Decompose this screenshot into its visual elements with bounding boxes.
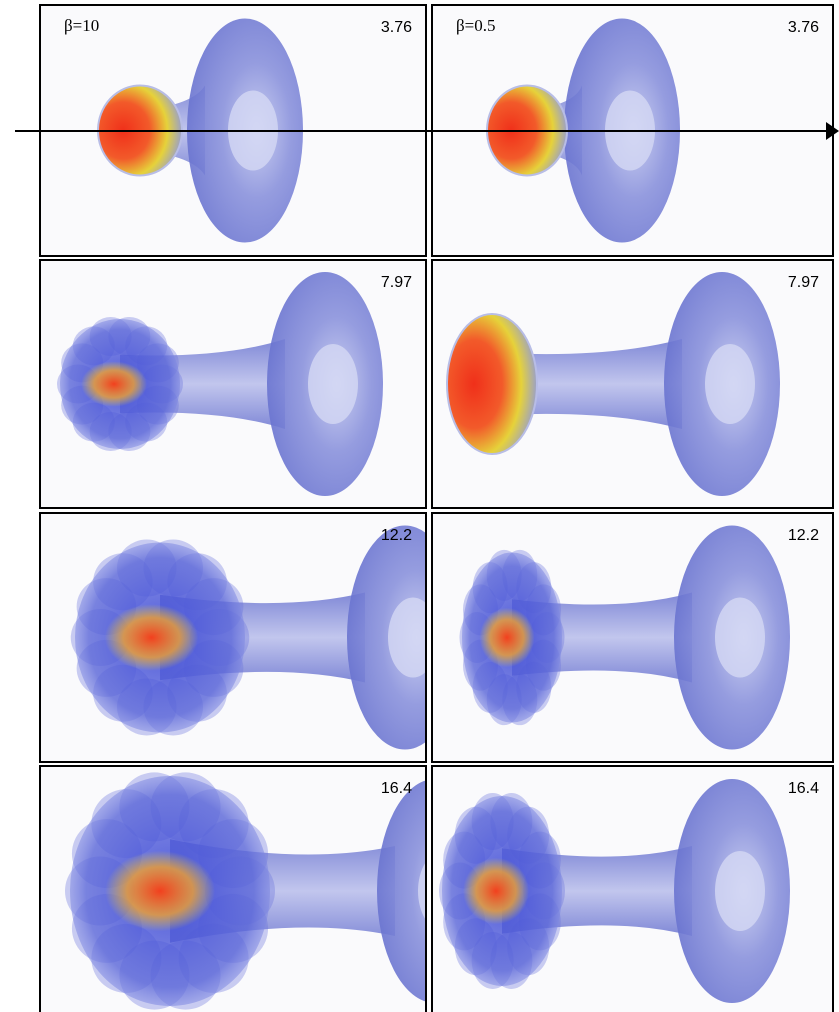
time-label: 7.97 [381,274,412,291]
bell-inner [715,851,765,931]
time-label: 3.76 [788,19,819,36]
time-label: 12.2 [788,527,819,544]
beta-label: β=10 [64,16,99,35]
time-label: 3.76 [381,19,412,36]
bell-inner [705,344,755,424]
panel: 12.2 [432,513,833,762]
panel: 12.2 [40,513,463,762]
head-core [105,604,199,671]
page: β=10 3.76 β=0.5 3.76 7.97 7.97 12.2 12.2 16.4 16.… [0,0,839,1012]
time-label: 16.4 [381,780,412,797]
panel: 7.97 [432,260,833,508]
bell-inner [308,344,358,424]
panel: 16.4 [432,766,833,1012]
head-core [81,361,147,407]
panel: 7.97 [40,260,426,508]
time-label: 7.97 [788,274,819,291]
time-label: 12.2 [381,527,412,544]
bell-inner [388,598,438,678]
beta-label: β=0.5 [456,16,496,35]
time-label: 16.4 [788,780,819,797]
figure: β=10 3.76 β=0.5 3.76 7.97 7.97 12.2 12.2 16.4 16.… [0,0,839,1012]
bell-inner [715,598,765,678]
head-core [463,858,529,925]
head [447,314,537,454]
panel: 16.4 [40,766,493,1012]
head-core [480,608,535,668]
head-core [105,851,215,932]
